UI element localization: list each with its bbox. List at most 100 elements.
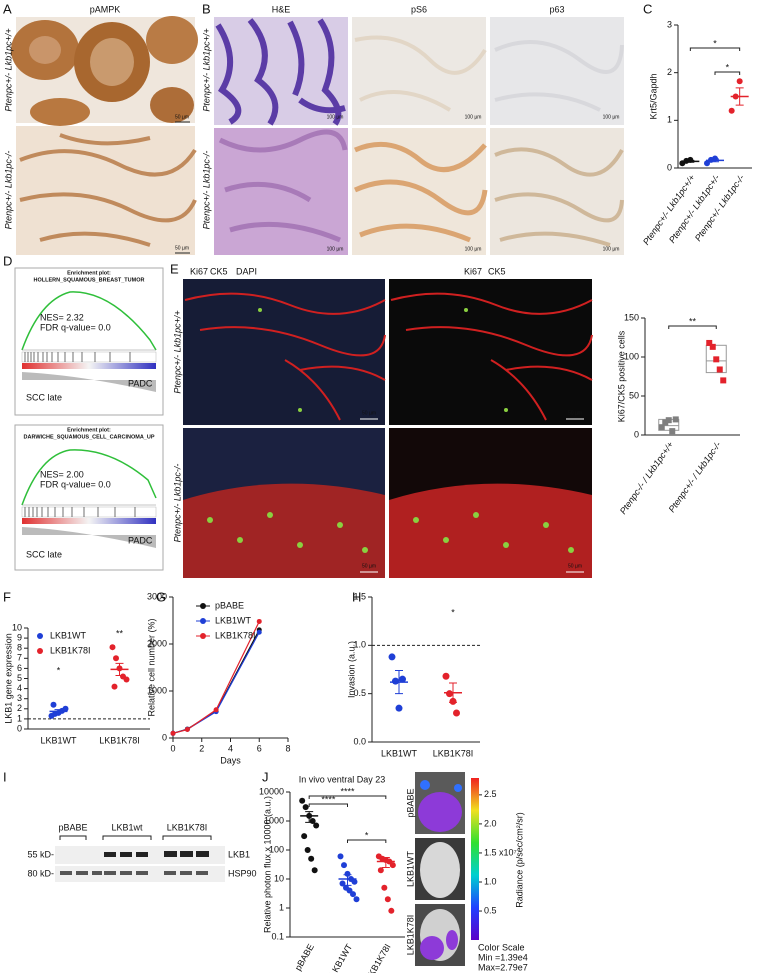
data-point — [392, 677, 399, 685]
phenotype: SCC late — [26, 392, 62, 402]
error-bar — [711, 158, 719, 163]
data-point — [706, 339, 713, 346]
chart-title: In vivo ventral Day 23 — [299, 774, 386, 784]
data-point — [113, 655, 119, 662]
error-bar — [54, 709, 63, 714]
legend-marker — [37, 633, 43, 639]
lane-label: LKB1wt — [111, 822, 143, 832]
data-point — [388, 907, 395, 914]
micrograph — [389, 279, 592, 425]
error-bar — [735, 87, 744, 106]
y-tick-label: 1 — [279, 902, 284, 912]
y-tick-label: 100 — [624, 351, 639, 361]
panel-letter: B — [202, 1, 211, 16]
category-label: LKB1K78I — [433, 748, 474, 758]
data-point — [388, 653, 396, 661]
y-tick-label: 10 — [12, 622, 22, 632]
y-tick-label: 0.0 — [353, 736, 366, 746]
phenotype: PADC — [128, 535, 153, 545]
y-tick-label: 6 — [17, 663, 22, 673]
scale-bar-label: 50 µm — [568, 410, 582, 416]
panel-j-images — [415, 772, 479, 966]
band-label: LKB1 — [228, 849, 250, 859]
y-axis-label: Invasion (a.u.) — [346, 641, 356, 698]
error-bar — [449, 682, 457, 703]
data-point — [716, 366, 723, 373]
y-tick-label: 0.5 — [353, 688, 366, 698]
y-tick-label: 0 — [162, 732, 167, 742]
channel-label: Ki67 — [464, 266, 482, 276]
size-marker: 55 kD- — [27, 849, 54, 859]
significance-bracket — [668, 325, 717, 329]
image-label: LKB1WT — [405, 850, 415, 887]
panel-d — [14, 267, 164, 571]
y-tick-label: 1.0 — [353, 640, 366, 650]
y-tick-label: 8 — [17, 643, 22, 653]
panel-a — [11, 16, 198, 255]
y-axis-label: Krt5/Gapdh — [648, 73, 658, 119]
data-point — [299, 797, 306, 804]
size-marker: 80 kD- — [27, 868, 54, 878]
panel-letter: J — [262, 769, 269, 784]
y-tick-label: 3 — [17, 693, 22, 703]
scale-bar-label: 100 µm — [465, 246, 482, 252]
y-tick-label: 4 — [17, 683, 22, 693]
significance: * — [451, 607, 455, 617]
data-point — [662, 419, 669, 426]
x-axis-label: Days — [220, 755, 241, 765]
panel-letter: G — [156, 589, 166, 604]
row-label: Ptenpc+/- Lkb1pc+/+ — [172, 310, 182, 393]
data-point — [341, 862, 347, 869]
panel-letter: E — [170, 261, 179, 276]
data-point — [337, 853, 344, 860]
scale-bar-label: 50 µm — [175, 114, 189, 120]
error-bar — [305, 811, 314, 823]
gsea-plot — [14, 267, 164, 416]
data-point — [377, 867, 384, 874]
scale-bar-label: 50 µm — [362, 410, 376, 416]
data-point — [184, 727, 190, 733]
category-label: Ptenpc-/- / Lkb1pc+/+ — [618, 440, 676, 516]
scale-bar-label: 50 µm — [175, 245, 189, 251]
y-tick-label: 2 — [17, 703, 22, 713]
data-point — [665, 417, 672, 424]
significance: **** — [321, 794, 336, 804]
legend-marker — [37, 648, 43, 654]
colorbar-tick-label: 1.0 — [484, 876, 497, 886]
y-tick-label: 3 — [667, 19, 672, 29]
data-point — [395, 704, 403, 712]
gene-set: DARWICHE_SQUAMOUS_CELL_CARCINOMA_UP — [24, 434, 155, 440]
row-label: Ptenpc+/- Lkb1pc-/- — [201, 151, 211, 230]
y-tick-label: 2 — [667, 67, 672, 77]
y-tick-label: 0 — [17, 723, 22, 733]
y-axis-label: Ki67/CK5 positive cells — [616, 330, 626, 422]
y-tick-label: 0 — [634, 429, 639, 439]
image-label: pBABE — [405, 788, 415, 817]
data-point — [311, 867, 318, 874]
data-point — [256, 618, 262, 624]
panel-letter: D — [3, 253, 12, 268]
y-tick-label: 1000 — [264, 815, 284, 825]
error-bar — [686, 159, 695, 163]
channel-label: Ki67 — [190, 266, 208, 276]
significance: * — [57, 665, 61, 675]
phenotype: SCC late — [26, 549, 62, 559]
data-point — [709, 343, 716, 350]
channel-label: CK5 — [488, 266, 506, 276]
data-point — [669, 428, 676, 435]
x-tick-label: 6 — [257, 743, 262, 753]
data-point — [672, 416, 679, 423]
column-title: pAMPK — [90, 4, 121, 14]
panel-letter: F — [3, 589, 11, 604]
significance-bracket — [689, 47, 741, 51]
gene-set: HOLLERN_SQUAMOUS_BREAST_TUMOR — [34, 277, 145, 283]
panel-letter: I — [3, 769, 7, 784]
panel-letter: C — [643, 1, 652, 16]
plot-heading: Enrichment plot: — [67, 270, 111, 276]
y-tick-label: 0.1 — [271, 931, 284, 941]
data-point — [301, 833, 308, 840]
significance-bracket — [308, 795, 387, 799]
data-point — [453, 709, 460, 717]
y-tick-label: 1 — [17, 713, 22, 723]
